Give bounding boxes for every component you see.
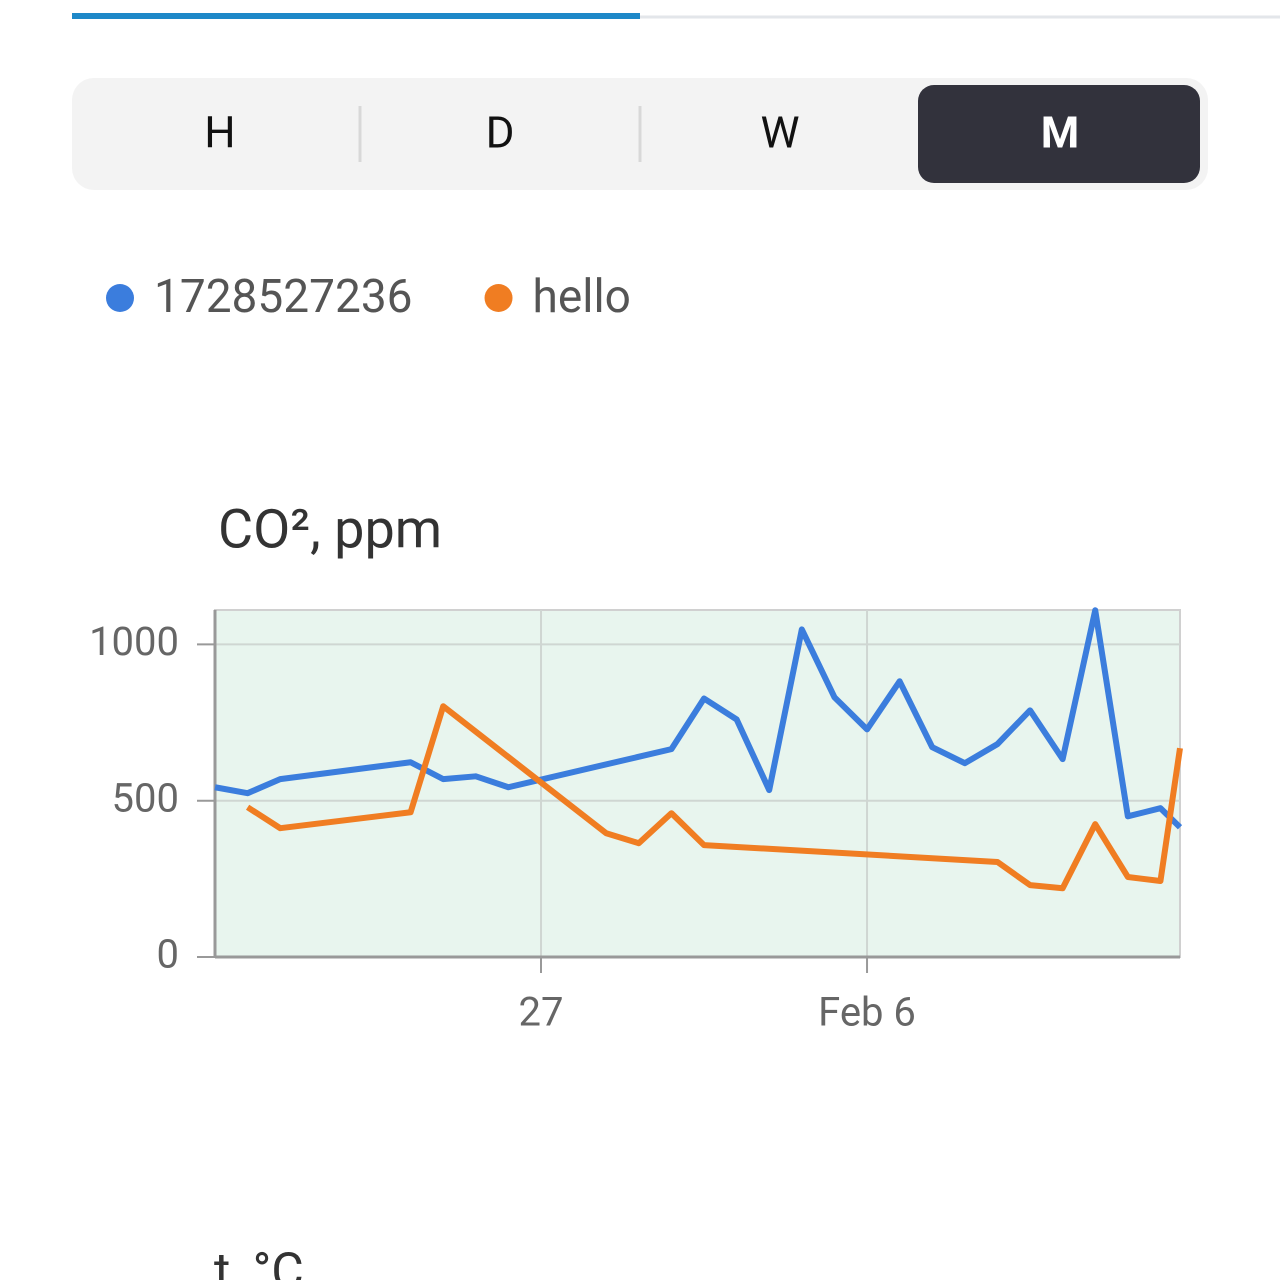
legend-marker xyxy=(106,284,134,312)
legend-marker xyxy=(484,284,513,312)
x-tick-label: Feb 6 xyxy=(818,989,916,1036)
plot-area xyxy=(214,609,1181,958)
legend-label[interactable]: hello xyxy=(533,270,631,324)
legend-label[interactable]: 1728527236 xyxy=(154,270,413,324)
chart-title: CO², ppm xyxy=(218,498,442,561)
tab-label[interactable]: M xyxy=(1041,107,1080,159)
tab-label[interactable]: D xyxy=(486,107,515,159)
x-tick-label: 27 xyxy=(519,989,564,1036)
data-line xyxy=(245,703,1183,892)
tab-selected[interactable] xyxy=(918,85,1200,183)
y-tick-label: 500 xyxy=(112,774,179,821)
y-tick-label: 0 xyxy=(157,931,179,978)
data-line xyxy=(214,607,1183,830)
tab-label[interactable]: H xyxy=(204,107,235,159)
y-tick-label: 1000 xyxy=(89,618,179,665)
next-chart-title: t, °C xyxy=(214,1243,304,1280)
tab-label[interactable]: W xyxy=(760,107,799,159)
